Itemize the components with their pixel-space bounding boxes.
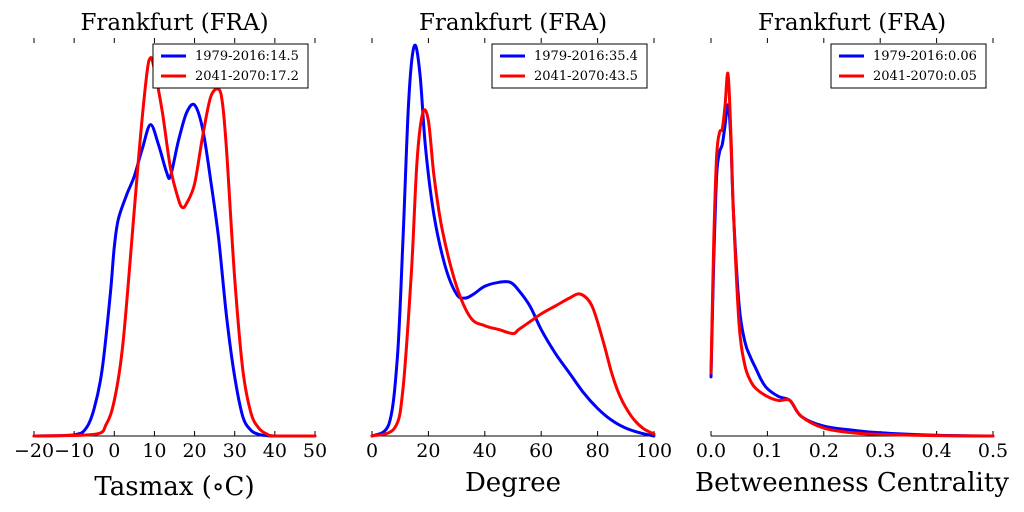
x-tick-label: 80 (586, 440, 610, 462)
x-tick-label: 30 (223, 440, 247, 462)
x-tick-label: 10 (142, 440, 166, 462)
x-tick-label: 40 (473, 440, 497, 462)
legend-box (830, 43, 987, 89)
x-tick-label: 40 (263, 440, 287, 462)
x-tick-label: 20 (416, 440, 440, 462)
x-tick-label: 0.1 (752, 440, 782, 462)
legend-label: 1979-2016:35.4 (534, 49, 638, 64)
series-line-historical (709, 103, 995, 438)
series-line-future (709, 71, 995, 438)
series-line-historical (370, 43, 656, 438)
series-line-historical (32, 102, 317, 438)
legend: 1979-2016:0.06 2041-2070:0.05 (830, 43, 987, 89)
legend: 1979-2016:35.4 2041-2070:43.5 (491, 43, 648, 89)
legend-label: 2041-2070:17.2 (195, 69, 299, 84)
x-tick-label: 0.3 (865, 440, 895, 462)
x-tick-label: 20 (182, 440, 206, 462)
legend: 1979-2016:14.5 2041-2070:17.2 (152, 43, 309, 89)
x-tick-label: −20 (14, 440, 54, 462)
x-tick-label: 0 (366, 440, 378, 462)
x-tick-label: 60 (529, 440, 553, 462)
legend-label: 1979-2016:0.06 (873, 49, 977, 64)
x-tick-label: 50 (303, 440, 327, 462)
chart-panel-2: Frankfurt (FRA) 0 20 40 60 80 100 Degree 1979-20… (366, 10, 672, 498)
x-tick-label: 0 (108, 440, 120, 462)
x-tick-label: −10 (54, 440, 94, 462)
series-line-future (32, 56, 317, 438)
chart-panel-1: Frankfurt (FRA) −20 −10 0 10 20 30 40 50 Tasmax (… (14, 10, 327, 502)
x-tick-label: 0.2 (809, 440, 839, 462)
x-tick-label: 0.0 (696, 440, 726, 462)
legend-box (491, 43, 648, 89)
series-line-future (370, 108, 656, 438)
chart-panel-3: Frankfurt (FRA) 0.0 0.1 0.2 0.3 0.4 0.5 Between… (695, 10, 1009, 498)
x-tick-label: 0.5 (978, 440, 1008, 462)
x-tick-label: 100 (636, 440, 672, 462)
x-axis-label: Tasmax (∘C) (94, 472, 254, 502)
x-axis-label: Betweenness Centrality (695, 468, 1009, 498)
legend-box (152, 43, 309, 89)
chart-title: Frankfurt (FRA) (419, 10, 607, 36)
chart-title: Frankfurt (FRA) (80, 10, 268, 36)
x-tick-label: 0.4 (921, 440, 951, 462)
legend-label: 2041-2070:0.05 (873, 69, 977, 84)
x-axis-label: Degree (465, 468, 561, 498)
legend-label: 1979-2016:14.5 (195, 49, 299, 64)
chart-title: Frankfurt (FRA) (758, 10, 946, 36)
legend-label: 2041-2070:43.5 (534, 69, 638, 84)
